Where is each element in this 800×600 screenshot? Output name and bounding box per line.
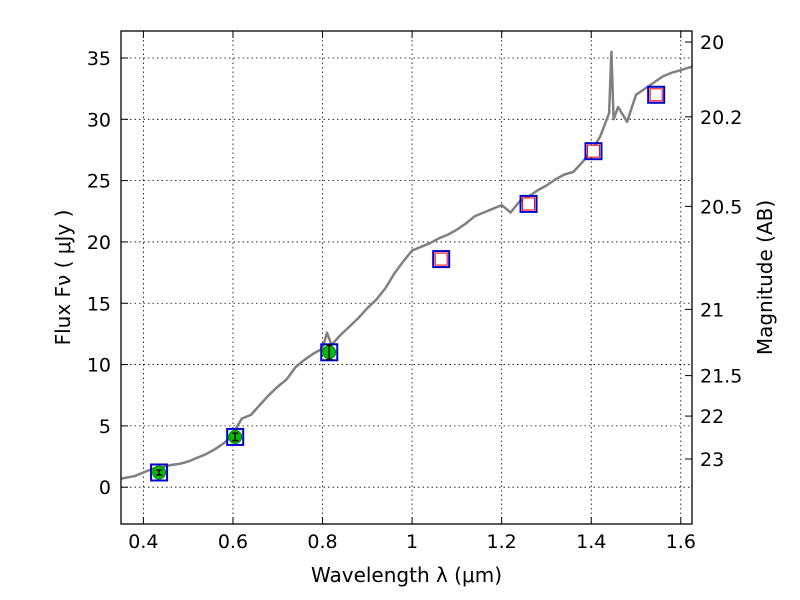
y-tick-label: 20 xyxy=(87,232,111,254)
photometry-square xyxy=(519,194,538,213)
photometry-square xyxy=(432,250,451,269)
model-flux-square xyxy=(434,252,448,266)
photometry-square xyxy=(647,85,666,104)
plot-frame xyxy=(120,30,693,525)
y-tick-label: 5 xyxy=(99,416,111,438)
mag-tick-label: 21.5 xyxy=(700,366,742,388)
right-axis-title: Magnitude (AB) xyxy=(753,200,777,355)
x-axis-title: Wavelength λ (μm) xyxy=(311,563,502,587)
y-tick-label: 30 xyxy=(87,109,111,131)
photometry-square xyxy=(226,427,245,446)
photometry-square xyxy=(150,463,169,482)
mag-tick-label: 23 xyxy=(700,449,724,471)
tick-labels: 0.4 0.6 0.8 1 1.2 1.4 1.6 0 5 10 15 20 25 30 35 20 20.2 2… xyxy=(87,32,743,553)
model-flux-square xyxy=(649,88,663,102)
x-tick-label: 0.8 xyxy=(307,531,337,553)
tick-marks xyxy=(121,31,692,524)
y-tick-label: 0 xyxy=(99,477,111,499)
mag-tick-label: 22 xyxy=(700,406,724,428)
y-tick-label: 15 xyxy=(87,293,111,315)
data-series xyxy=(120,50,693,482)
mag-tick-label: 21 xyxy=(700,299,724,321)
y-axis-title: Flux Fν ( μJy ) xyxy=(51,210,75,346)
y-tick-label: 10 xyxy=(87,355,111,377)
y-tick-label: 35 xyxy=(87,48,111,70)
y-tick-label: 25 xyxy=(87,171,111,193)
model-flux-square xyxy=(522,197,536,211)
x-tick-label: 1.4 xyxy=(576,531,606,553)
model-flux-square xyxy=(586,144,600,158)
mag-tick-label: 20.5 xyxy=(700,196,742,218)
mag-tick-label: 20.2 xyxy=(700,107,742,129)
mag-tick-label: 20 xyxy=(700,32,724,54)
photometry-square xyxy=(584,142,603,161)
x-tick-label: 1.2 xyxy=(487,531,517,553)
x-tick-label: 0.4 xyxy=(128,531,158,553)
x-tick-label: 1.6 xyxy=(666,531,696,553)
x-tick-label: 0.6 xyxy=(218,531,248,553)
model-spectrum-line xyxy=(120,50,693,480)
x-tick-label: 1 xyxy=(406,531,418,553)
